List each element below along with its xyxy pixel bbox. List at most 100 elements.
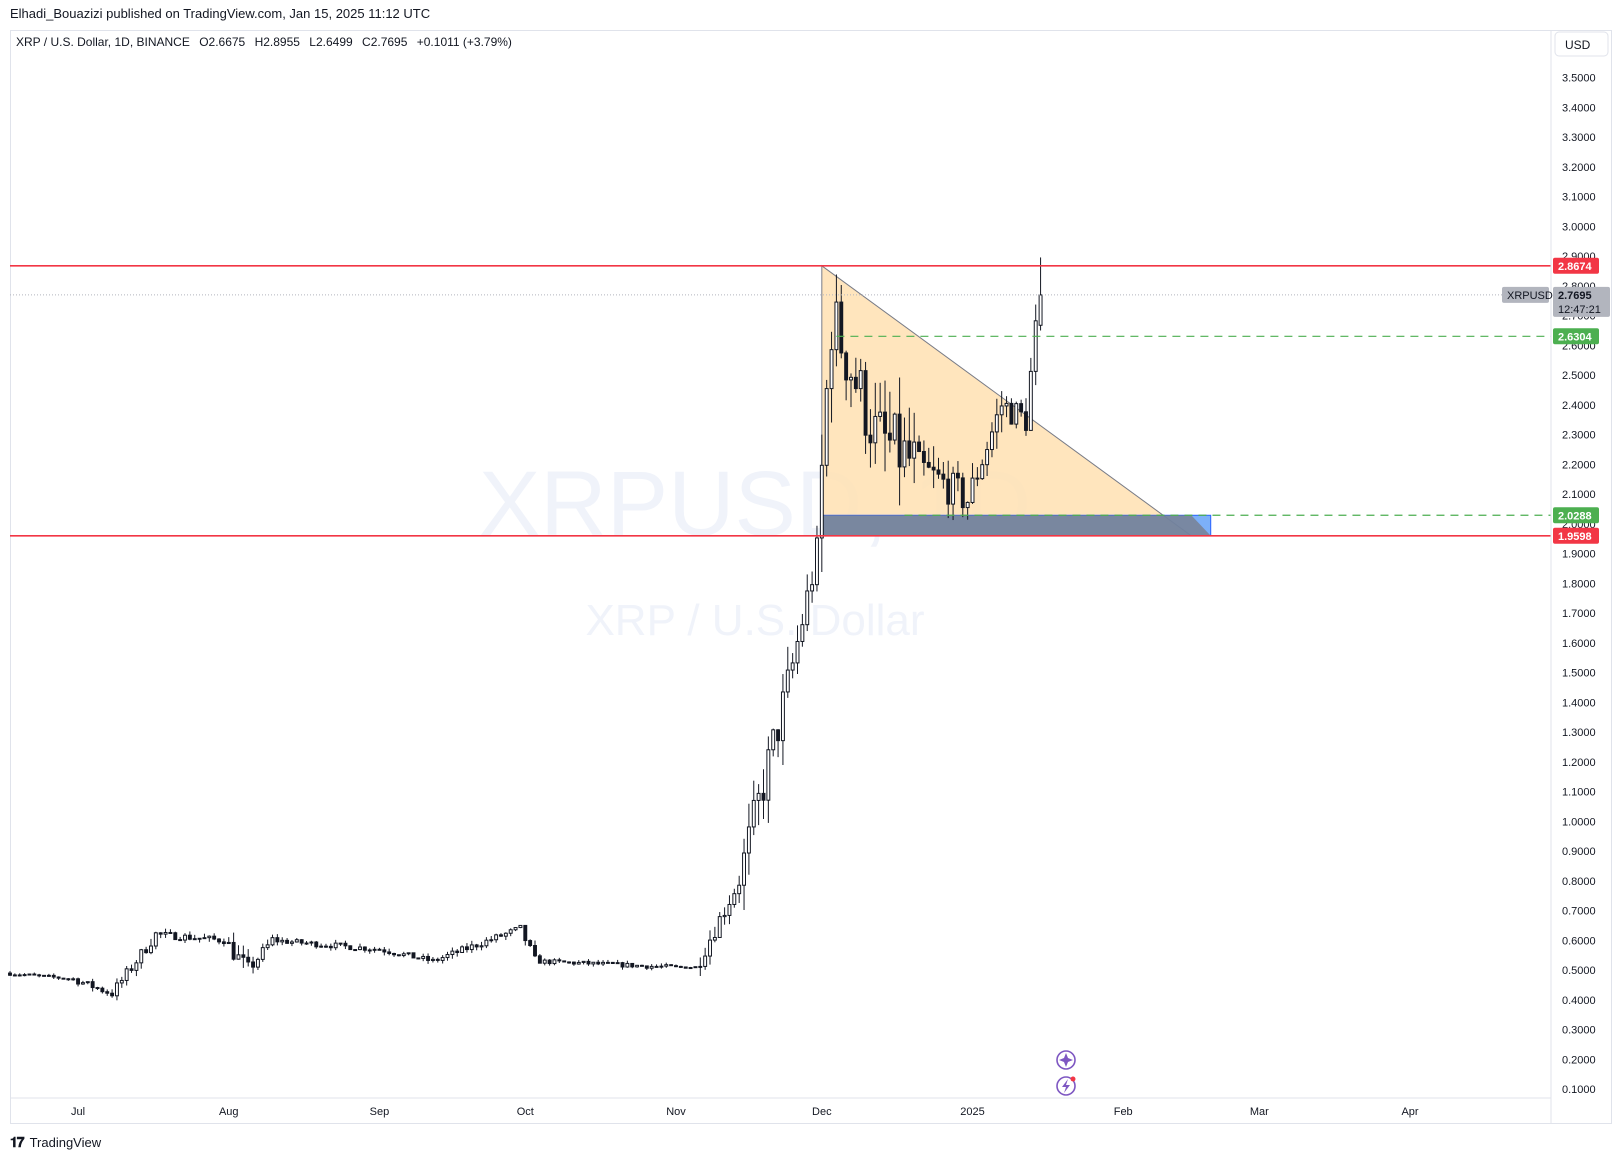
lightning-alert-icon[interactable]	[1056, 1076, 1076, 1096]
price-tick-label: 0.1000	[1562, 1084, 1596, 1096]
candle-body	[119, 979, 124, 984]
candle	[576, 960, 581, 965]
time-tick-label: Dec	[812, 1106, 832, 1118]
candle	[221, 938, 226, 947]
candle-body	[712, 936, 717, 941]
candle-body	[513, 927, 518, 931]
candle-body	[153, 932, 158, 947]
candle	[776, 729, 781, 758]
candle-body	[824, 388, 829, 466]
candle-body	[22, 974, 27, 977]
watermark-name: XRP / U.S. Dollar	[585, 596, 924, 645]
ai-sparkle-icon[interactable]	[1056, 1050, 1076, 1070]
candle	[1004, 396, 1009, 418]
candle-body	[66, 978, 71, 981]
price-tick-label: 1.1000	[1562, 787, 1596, 799]
time-tick-label: Jul	[71, 1106, 85, 1118]
candle-body	[8, 972, 12, 976]
chart-frame[interactable]	[10, 30, 1612, 1124]
candle	[780, 674, 785, 766]
candle	[51, 973, 56, 979]
price-tick-label: 1.9000	[1562, 549, 1596, 561]
candle	[975, 467, 980, 487]
candle	[659, 963, 664, 969]
candle-body	[144, 949, 149, 954]
last-price-label: XRPUSD 2.7695 12:47:21	[1502, 286, 1610, 317]
candle	[328, 943, 333, 951]
candle-body	[435, 958, 440, 961]
candle-body	[328, 945, 333, 949]
candle-body	[547, 959, 552, 965]
candle	[941, 461, 946, 489]
candle-body	[289, 941, 294, 944]
candle	[605, 959, 610, 964]
candle	[343, 940, 348, 950]
candle-body	[941, 473, 946, 480]
price-axis[interactable]: 0.1000 0.2000 0.3000 0.4000 0.5000 0.6000 0.70…	[1550, 30, 1596, 1124]
candle-body	[484, 939, 489, 947]
footer-brand: TradingView	[29, 1135, 102, 1150]
candle	[586, 959, 591, 966]
candle	[197, 937, 202, 943]
candle-body	[722, 914, 727, 918]
horizontal-lines-layer[interactable]	[10, 264, 1551, 537]
time-axis[interactable]: Jul Aug Sep Oct Nov Dec 2025 Feb Mar Apr	[10, 1097, 1551, 1118]
price-tick-label: 0.6000	[1562, 935, 1596, 947]
candle-body	[800, 624, 805, 642]
candle-body	[703, 955, 708, 967]
candle	[742, 838, 746, 910]
target-line-lower-label: 2.0288	[1553, 507, 1599, 524]
candle	[241, 945, 246, 968]
legend-low-label: L	[309, 35, 316, 49]
price-tick-label: 1.3000	[1562, 727, 1596, 739]
candle-body	[212, 935, 217, 940]
candle	[508, 928, 513, 937]
candle	[56, 976, 61, 980]
candle	[124, 965, 129, 986]
candle	[338, 942, 343, 946]
price-label-bg	[1553, 257, 1599, 274]
candle-body	[27, 973, 32, 976]
candle	[853, 357, 858, 393]
currency-button[interactable]: USD	[1554, 31, 1609, 57]
candle-body	[46, 974, 51, 977]
candle-body	[163, 931, 168, 935]
candle	[669, 964, 674, 967]
candle	[1014, 401, 1019, 429]
candle	[601, 960, 606, 966]
candle-body	[17, 974, 22, 977]
candle	[503, 932, 508, 941]
candle	[187, 931, 192, 941]
candle-body	[649, 965, 654, 969]
candle	[309, 940, 314, 946]
candle-body	[430, 958, 435, 961]
price-tick-label: 0.3000	[1562, 1025, 1596, 1037]
candle-body	[260, 947, 265, 960]
candle-body	[829, 349, 834, 390]
price-tick-label: 0.7000	[1562, 906, 1596, 918]
candle-body	[965, 501, 970, 509]
candle-body	[776, 729, 781, 742]
candle	[392, 952, 396, 957]
candle-body	[236, 954, 241, 960]
candle-body	[761, 792, 766, 801]
candle	[139, 948, 144, 969]
candle	[1033, 304, 1038, 386]
candle	[620, 961, 625, 970]
candle-body	[61, 977, 66, 980]
candle	[639, 964, 644, 967]
candle	[207, 935, 212, 942]
footer[interactable]: 𝟏𝟕 TradingView	[10, 1134, 101, 1151]
time-tick-label: Nov	[666, 1106, 686, 1118]
candle	[319, 943, 324, 948]
candle-body	[853, 376, 858, 390]
candle	[163, 928, 168, 938]
candle-body	[815, 537, 819, 586]
candle-body	[732, 893, 737, 905]
candle	[931, 446, 936, 489]
candle	[260, 943, 265, 962]
legend[interactable]: XRP / U.S. Dollar, 1D, BINANCE O2.6675 H…	[16, 35, 512, 49]
candle	[304, 941, 309, 945]
candle-body	[756, 792, 761, 801]
